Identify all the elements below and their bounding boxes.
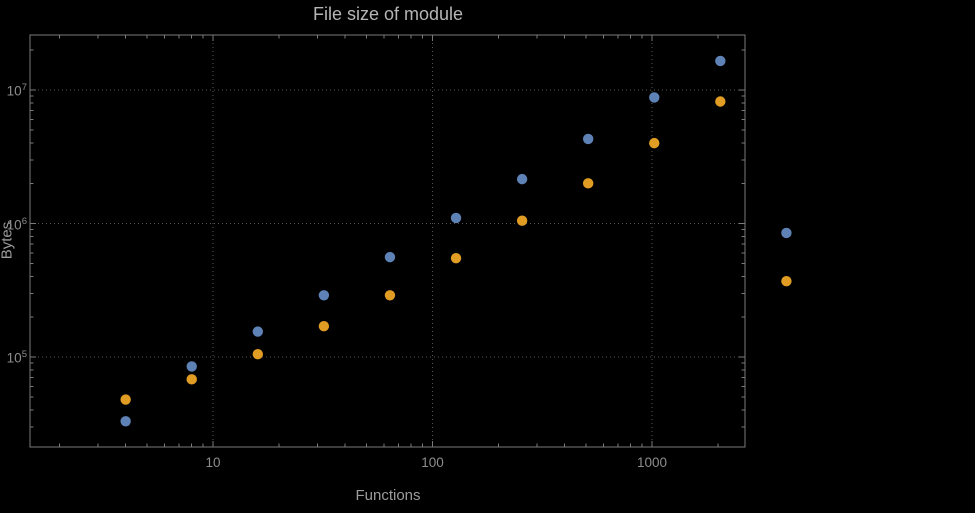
series-orange-point <box>252 348 264 360</box>
series-blue-point <box>516 173 528 185</box>
y-tick-label: 105 <box>6 349 27 366</box>
series-orange-point <box>649 137 660 149</box>
series-orange-point <box>781 275 792 287</box>
y-tick-label: 107 <box>6 82 27 99</box>
x-tick-label: 1000 <box>636 455 668 470</box>
series-blue-point <box>450 212 462 224</box>
series-orange-point <box>120 394 131 405</box>
series-blue-point <box>252 326 264 337</box>
y-tick-label: 106 <box>6 215 27 233</box>
series-orange-point <box>186 374 197 385</box>
series-blue-point <box>715 55 726 67</box>
series-orange-point <box>384 290 396 301</box>
x-axis-label: Functions <box>355 487 421 504</box>
series-blue-point <box>582 133 594 145</box>
series-orange-point <box>450 252 462 264</box>
series-blue-point <box>781 227 792 239</box>
series-blue-point <box>186 361 197 372</box>
x-tick-label: 10 <box>205 455 221 470</box>
x-tick-label: 100 <box>421 455 444 470</box>
series-orange-point <box>516 215 528 226</box>
series-blue-point <box>318 290 330 301</box>
series-orange-point <box>715 96 726 107</box>
plot-frame <box>29 34 746 448</box>
chart-title: File size of module <box>312 4 464 24</box>
series-orange-point <box>318 321 330 332</box>
series-blue-point <box>120 416 131 427</box>
series-blue-point <box>384 251 396 263</box>
series-blue-point <box>649 92 660 103</box>
series-orange-point <box>582 178 594 189</box>
